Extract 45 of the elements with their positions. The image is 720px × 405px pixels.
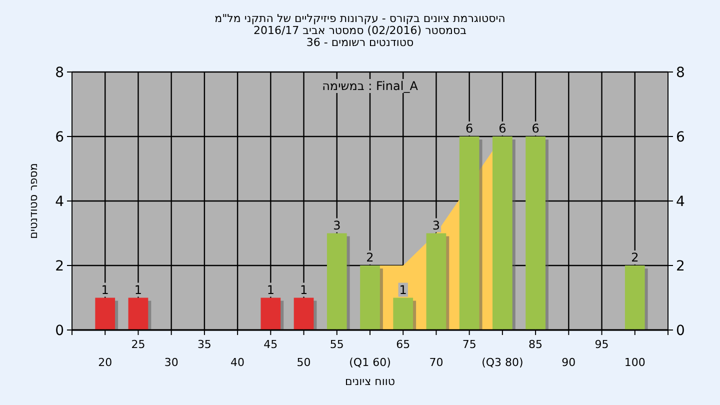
x-tick-label: 55 <box>330 338 344 351</box>
y-tick-label: 8 <box>55 65 64 81</box>
data-label: 1 <box>101 282 109 297</box>
y-tick-label: 0 <box>55 323 64 339</box>
data-label: 6 <box>532 122 540 136</box>
x-tick-label: (Q3 80) <box>482 356 524 369</box>
y-tick-label: 2 <box>55 258 64 274</box>
title: היסטוגרמת ציונים בקורס - עקרונות פיזיקליים של התקני מל"מ <box>214 12 506 25</box>
y2-tick-label: 2 <box>676 258 685 274</box>
y-tick-label: 4 <box>55 194 64 210</box>
y-axis-title: מספר סטודנטים <box>27 163 40 239</box>
y2-tick-label: 8 <box>676 65 685 81</box>
y2-tick-label: 4 <box>676 194 685 210</box>
y2-tick-label: 0 <box>676 323 685 339</box>
data-label: 3 <box>432 218 440 232</box>
data-label: 1 <box>266 282 274 297</box>
x-tick-label: 65 <box>396 338 410 351</box>
subtitle: בסמסטר (02/2016) סמסטר אביב 2016/17 <box>253 24 467 37</box>
x-tick-label: 25 <box>131 338 146 351</box>
x-tick-label: 20 <box>98 356 112 369</box>
x-tick-label: 35 <box>197 338 212 351</box>
data-label: 1 <box>399 282 407 297</box>
annotation: במשימה : Final_A <box>322 79 419 93</box>
x-tick-label: 45 <box>264 338 278 351</box>
x-tick-label: 95 <box>594 338 609 351</box>
data-label: 6 <box>466 122 474 136</box>
data-label: 2 <box>631 250 639 264</box>
data-label: 6 <box>498 122 506 136</box>
x-tick-label: 30 <box>164 356 178 369</box>
x-axis-title: טווח ציונים <box>345 375 395 388</box>
data-label: 2 <box>366 250 374 264</box>
x-tick-label: 75 <box>462 338 476 351</box>
x-tick-label: (Q1 60) <box>349 356 391 369</box>
x-tick-label: 100 <box>624 356 646 369</box>
x-tick-label: 90 <box>562 356 576 369</box>
x-tick-label: 40 <box>230 356 245 369</box>
x-tick-label: 50 <box>296 356 311 369</box>
x-tick-label: 85 <box>528 338 543 351</box>
x-tick-label: 70 <box>429 356 444 369</box>
data-label: 1 <box>300 282 308 297</box>
data-label: 1 <box>134 282 142 297</box>
data-label: 3 <box>333 218 341 232</box>
subtitle: סטודנטים רשומים - 36 <box>306 36 414 49</box>
y-tick-label: 6 <box>55 130 64 146</box>
y2-tick-label: 6 <box>676 130 685 146</box>
